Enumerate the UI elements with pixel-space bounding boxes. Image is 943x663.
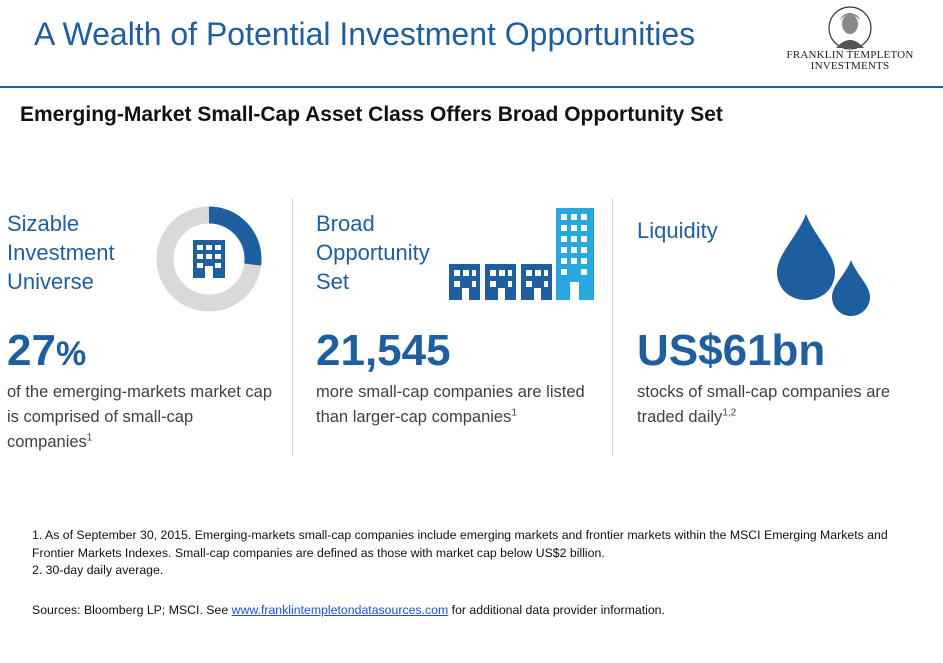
col3-heading: Liquidity <box>637 216 718 245</box>
col1-heading-line: Investment <box>7 240 115 265</box>
column-divider <box>292 198 293 456</box>
page-title: A Wealth of Potential Investment Opportu… <box>34 16 696 52</box>
col2-description: more small-cap companies are listed than… <box>316 380 606 430</box>
section-subtitle: Emerging-Market Small-Cap Asset Class Of… <box>20 103 723 126</box>
logo-line-2: INVESTMENTS <box>810 60 890 72</box>
large-drop <box>777 214 835 300</box>
col2-heading: Broad Opportunity Set <box>316 209 430 296</box>
col3-heading-line: Liquidity <box>637 218 718 243</box>
building-icon <box>193 240 225 278</box>
col2-heading-line: Opportunity <box>316 240 430 265</box>
col2-stat: 21,545 <box>316 326 451 376</box>
small-drop <box>832 260 870 316</box>
col3-stat-value: US$61bn <box>637 326 826 375</box>
header-divider <box>0 86 943 88</box>
logo-line-1: FRANKLIN TEMPLETON <box>786 49 914 61</box>
sources-suffix: for additional data provider information… <box>448 603 665 617</box>
col2-heading-line: Broad <box>316 211 375 236</box>
col1-stat: 27% <box>7 326 86 379</box>
col3-footnote-ref: 1,2 <box>722 407 737 419</box>
sources-note: Sources: Bloomberg LP; MSCI. See www.fra… <box>32 603 665 617</box>
col1-description: of the emerging-markets market cap is co… <box>7 380 279 455</box>
col2-stat-value: 21,545 <box>316 326 451 375</box>
col1-heading-line: Sizable <box>7 211 80 236</box>
column-divider <box>612 198 613 456</box>
donut-arc <box>156 206 262 312</box>
col3-stat: US$61bn <box>637 326 825 376</box>
footnote-item: 2. 30-day daily average. <box>32 563 164 577</box>
data-sources-link[interactable]: www.franklintempletondatasources.com <box>231 603 449 617</box>
col3-description-text: stocks of small-cap companies are traded… <box>637 383 891 426</box>
col2-footnote-ref: 1 <box>511 407 517 419</box>
col1-heading-line: Universe <box>7 269 94 294</box>
col1-heading: Sizable Investment Universe <box>7 209 115 296</box>
logo-wordmark: FRANKLIN TEMPLETON INVESTMENTS <box>770 50 930 72</box>
donut-building-icon <box>156 206 262 312</box>
franklin-portrait-icon <box>828 6 872 50</box>
col1-stat-suffix: % <box>55 335 87 373</box>
sources-prefix: Sources: Bloomberg LP; MSCI. See <box>32 603 232 617</box>
col1-description-text: of the emerging-markets market cap is co… <box>7 383 273 451</box>
col1-stat-value: 27 <box>7 326 56 375</box>
col2-description-text: more small-cap companies are listed than… <box>316 383 585 426</box>
col3-description: stocks of small-cap companies are traded… <box>637 380 927 430</box>
col2-heading-line: Set <box>316 269 350 294</box>
col1-footnote-ref: 1 <box>86 432 93 444</box>
footnotes: 1. As of September 30, 2015. Emerging-ma… <box>32 527 922 580</box>
footnote-item: 1. As of September 30, 2015. Emerging-ma… <box>32 528 888 560</box>
water-drops-icon <box>777 214 870 316</box>
tall-building-icon <box>556 208 594 300</box>
franklin-templeton-logo <box>770 4 930 78</box>
buildings-icon <box>449 208 594 300</box>
